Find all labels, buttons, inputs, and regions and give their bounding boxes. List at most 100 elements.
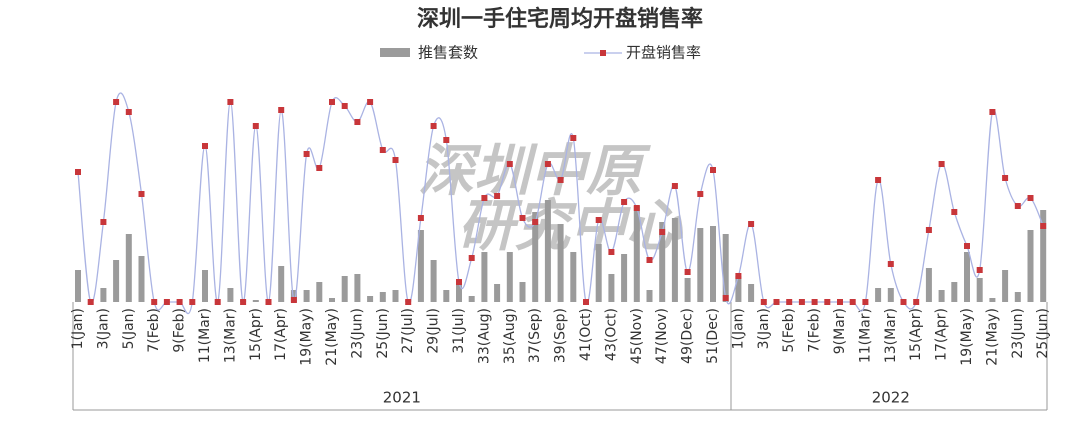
bar [278, 266, 285, 302]
bar [392, 290, 399, 302]
line-marker [202, 143, 208, 149]
line-marker [214, 299, 221, 305]
line-marker [798, 299, 805, 305]
x-tick-label: 15(Apr) [248, 308, 264, 361]
bar [1040, 210, 1047, 302]
line-marker [494, 193, 501, 199]
bar [354, 274, 361, 302]
x-tick-label: 1(Jan) [70, 308, 86, 349]
watermark-text: 研究中心 [458, 194, 684, 259]
line-marker [735, 273, 742, 279]
bar [875, 288, 882, 302]
bar [735, 276, 742, 302]
bar [646, 290, 653, 302]
bar [976, 278, 983, 302]
bar [329, 298, 335, 302]
line-marker [583, 299, 589, 305]
bar [1014, 292, 1021, 302]
bar [341, 276, 348, 302]
line-marker [697, 191, 704, 197]
line-marker [252, 123, 259, 129]
x-tick-label: 45(Nov) [629, 308, 645, 364]
line-marker [1027, 195, 1034, 201]
line-marker [748, 221, 755, 227]
bar [456, 282, 462, 302]
bar [430, 260, 437, 302]
line-marker [392, 157, 399, 163]
bar [595, 244, 602, 302]
bar [938, 290, 945, 302]
line-marker [773, 299, 780, 305]
bar [532, 212, 539, 302]
x-tick-label: 31(Jul) [451, 308, 467, 354]
line-marker [900, 299, 907, 305]
bar [710, 226, 716, 302]
group-label: 2021 [383, 389, 421, 407]
bar [887, 288, 894, 302]
bar [1027, 230, 1034, 302]
bar [443, 290, 450, 302]
line-marker [595, 217, 602, 223]
line-marker [265, 299, 272, 305]
line-marker [1002, 175, 1009, 181]
line-marker [684, 269, 691, 275]
watermark: 深圳中原 研究中心 [418, 139, 684, 259]
line-marker [316, 165, 323, 171]
bar [290, 290, 297, 302]
x-tick-label: 19(May) [959, 308, 975, 366]
x-tick-label: 11(Mar) [857, 308, 873, 363]
bar [964, 252, 970, 302]
x-tick-label: 3(Jan) [95, 308, 111, 349]
bar [570, 252, 577, 302]
line-marker [1014, 203, 1021, 209]
line-marker [544, 161, 551, 167]
line-marker [722, 295, 729, 301]
x-tick-label: 41(Oct) [578, 308, 594, 361]
line-marker [456, 279, 462, 285]
bar [252, 300, 259, 302]
line-marker [811, 299, 818, 305]
line-marker [405, 299, 412, 305]
x-tick-label: 35(Aug) [502, 308, 518, 364]
bar [316, 282, 323, 302]
x-tick-label: 21(May) [984, 308, 1000, 366]
line-marker [951, 209, 958, 215]
bar [633, 206, 640, 302]
x-tick-label: 7(Feb) [807, 308, 823, 353]
x-tick-label: 9(Mar) [832, 308, 848, 354]
legend-label: 开盘销售率 [626, 44, 701, 62]
bar [1002, 270, 1009, 302]
x-tick-label: 5(Jan) [121, 308, 137, 349]
bar [621, 254, 628, 302]
line-marker [913, 299, 920, 305]
x-tick-label: 17(Apr) [934, 308, 950, 361]
line-marker [379, 147, 386, 153]
line-marker [341, 103, 348, 109]
line-marker [824, 299, 831, 305]
line-marker [519, 215, 526, 221]
line-marker [176, 299, 183, 305]
line-marker [646, 257, 653, 263]
x-tick-label: 13(Mar) [222, 308, 238, 363]
bar [722, 234, 729, 302]
line-marker [989, 109, 996, 115]
bar [659, 222, 666, 302]
bar [671, 218, 678, 302]
line-marker [887, 261, 894, 267]
line-marker [417, 215, 424, 221]
line-marker [138, 191, 145, 197]
legend-label: 推售套数 [418, 44, 478, 62]
line-marker [481, 195, 488, 201]
line-marker [786, 299, 793, 305]
line-marker [367, 99, 374, 105]
watermark-text: 深圳中原 [418, 139, 651, 204]
x-tick-label: 43(Oct) [603, 308, 619, 361]
x-tick-label: 7(Feb) [146, 308, 162, 353]
line-marker [468, 255, 475, 261]
legend-swatch [380, 48, 410, 57]
bar [506, 252, 513, 302]
line-marker [354, 119, 361, 125]
line-marker [976, 267, 983, 273]
x-tick-label: 49(Dec) [680, 308, 696, 364]
line-marker [710, 167, 716, 173]
